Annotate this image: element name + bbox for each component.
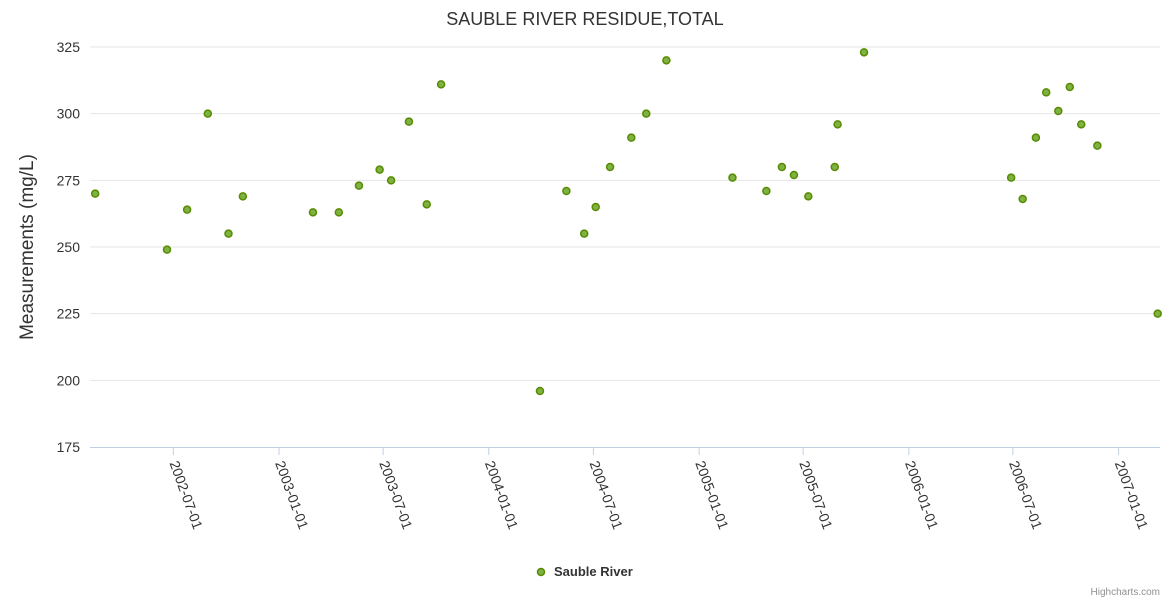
data-point[interactable]	[224, 229, 233, 238]
data-point[interactable]	[830, 162, 839, 172]
data-point[interactable]	[762, 186, 771, 196]
data-point[interactable]	[334, 208, 344, 217]
data-point[interactable]	[1018, 194, 1027, 204]
x-tick-label: 2006-01-01	[902, 459, 942, 532]
legend[interactable]: Sauble River	[536, 564, 633, 579]
data-point[interactable]	[833, 120, 842, 129]
data-point[interactable]	[789, 170, 799, 180]
data-point[interactable]	[354, 181, 364, 190]
y-tick-label: 300	[57, 106, 81, 122]
x-tick-label: 2004-07-01	[587, 459, 627, 532]
data-point[interactable]	[375, 165, 384, 174]
x-tick-label: 2002-07-01	[167, 459, 207, 532]
data-point[interactable]	[562, 186, 571, 196]
data-point[interactable]	[579, 229, 589, 238]
data-point[interactable]	[182, 205, 192, 214]
data-point[interactable]	[1006, 173, 1016, 182]
data-point[interactable]	[436, 80, 446, 89]
x-tick-label: 2006-07-01	[1006, 459, 1046, 532]
data-point[interactable]	[591, 202, 600, 212]
x-tick-label: 2004-01-01	[482, 459, 522, 532]
data-point[interactable]	[1153, 309, 1162, 318]
data-point[interactable]	[777, 162, 787, 172]
data-point[interactable]	[662, 56, 671, 65]
data-point[interactable]	[859, 48, 869, 57]
data-point[interactable]	[535, 386, 545, 396]
x-axis: 2002-07-01 2003-01-01 2003-07-01 2004-01-01…	[90, 447, 1160, 532]
data-point[interactable]	[308, 208, 318, 217]
y-axis-label: Measurements (mg/L)	[17, 154, 38, 340]
data-points	[90, 48, 1162, 396]
legend-label[interactable]: Sauble River	[554, 564, 633, 579]
data-point[interactable]	[642, 109, 651, 118]
legend-marker	[536, 567, 546, 577]
data-point[interactable]	[804, 192, 813, 201]
credits-link[interactable]: Highcharts.com	[1091, 587, 1160, 598]
data-point[interactable]	[1077, 120, 1086, 129]
gridlines	[90, 46, 1160, 381]
data-point[interactable]	[90, 189, 100, 198]
y-tick-label: 175	[57, 439, 81, 455]
data-point[interactable]	[605, 162, 615, 172]
x-tick-label: 2005-01-01	[692, 459, 732, 532]
data-point[interactable]	[238, 192, 248, 201]
y-tick-label: 325	[57, 39, 81, 55]
y-tick-label: 250	[57, 239, 81, 255]
x-tick-label: 2003-07-01	[376, 459, 416, 532]
data-point[interactable]	[1041, 88, 1051, 97]
y-axis-ticks: 175 200 225 250 275 300 325	[57, 39, 81, 455]
data-point[interactable]	[422, 200, 431, 209]
data-point[interactable]	[1031, 133, 1041, 142]
data-point[interactable]	[627, 133, 636, 142]
y-tick-label: 200	[57, 372, 81, 388]
x-tick-label: 2005-07-01	[796, 459, 836, 532]
data-point[interactable]	[1093, 141, 1102, 150]
x-tick-label: 2003-01-01	[272, 459, 312, 532]
data-point[interactable]	[728, 173, 737, 182]
y-tick-label: 275	[57, 172, 81, 188]
data-point[interactable]	[404, 117, 414, 126]
y-tick-label: 225	[57, 306, 81, 322]
data-point[interactable]	[1065, 82, 1075, 92]
x-tick-label: 2007-01-01	[1112, 459, 1152, 532]
chart-title: SAUBLE RIVER RESIDUE,TOTAL	[446, 9, 723, 29]
data-point[interactable]	[162, 245, 172, 254]
data-point[interactable]	[1054, 106, 1063, 116]
data-point[interactable]	[386, 176, 396, 185]
data-point[interactable]	[203, 109, 213, 118]
